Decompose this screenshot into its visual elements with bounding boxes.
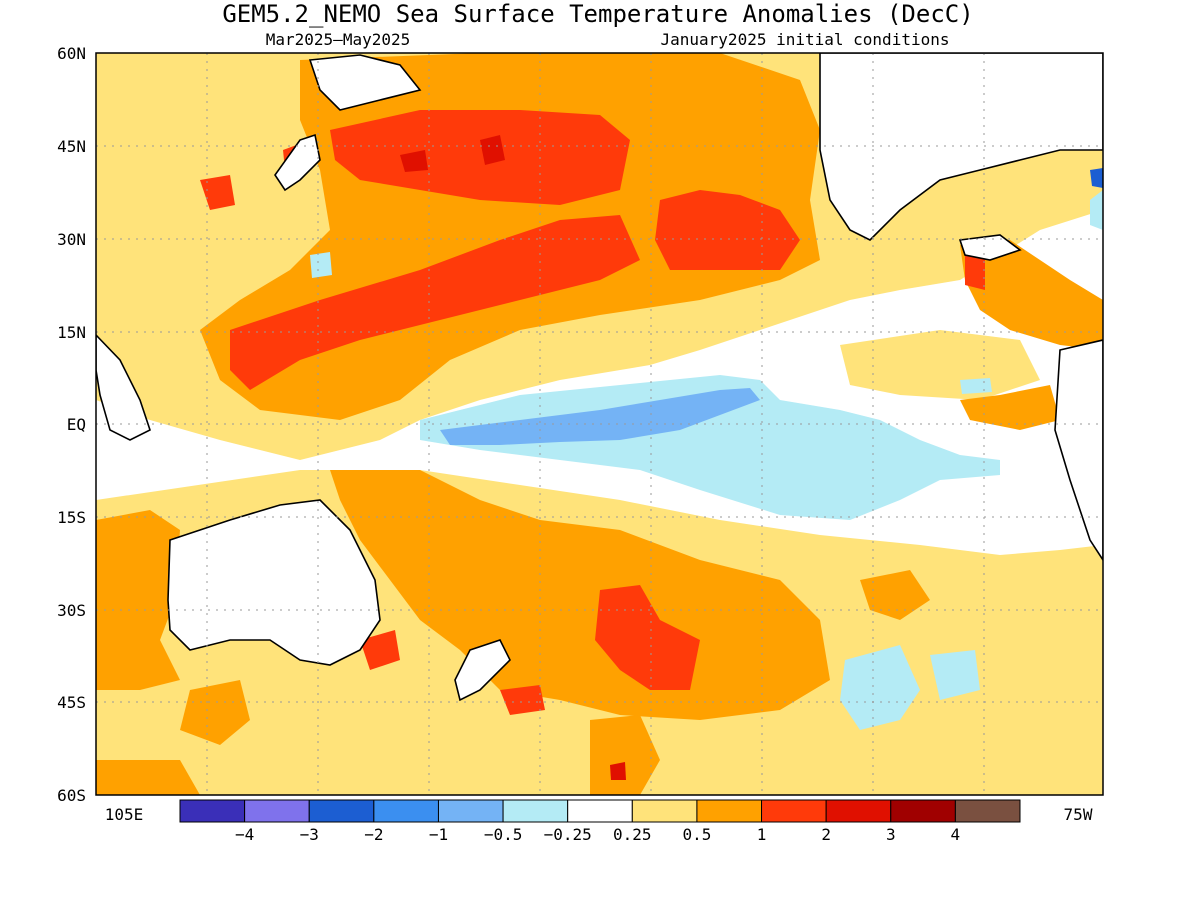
colorbar-label: −0.5: [484, 825, 523, 844]
colorbar-swatch: [179, 799, 246, 823]
lon-label-right: 75W: [1064, 805, 1093, 824]
anomaly-minus-2-to-minus-1: [1090, 168, 1103, 188]
lat-label: 30S: [57, 601, 86, 620]
initial-conditions-subtitle: January2025 initial conditions: [661, 30, 950, 49]
lon-label-left: 105E: [105, 805, 144, 824]
colorbar: −4 −3 −2 −1 −0.5 −0.25 0.25 0.5 1 2 3 4: [179, 799, 1021, 844]
lat-label: 15S: [57, 508, 86, 527]
lat-label: 45N: [57, 137, 86, 156]
lat-label: 60N: [57, 44, 86, 63]
colorbar-label: 2: [821, 825, 831, 844]
anomaly-minus-0.5-to-minus-0.25: [310, 190, 1103, 730]
lat-label: 15N: [57, 323, 86, 342]
colorbar-swatch: [631, 799, 698, 823]
colorbar-swatch: [825, 799, 892, 823]
colorbar-swatch: [761, 799, 827, 823]
colorbar-label: 4: [951, 825, 961, 844]
anomaly-1-to-2: [200, 110, 985, 715]
lat-label: 60S: [57, 786, 86, 805]
plot-frame: [95, 52, 1104, 796]
colorbar-swatch: [244, 799, 310, 823]
colorbar-label: 3: [886, 825, 896, 844]
season-subtitle: Mar2025–May2025: [266, 30, 411, 49]
anomaly-field: [96, 53, 1103, 795]
colorbar-swatch: [567, 799, 633, 823]
colorbar-label: 0.5: [682, 825, 711, 844]
colorbar-label: −3: [300, 825, 319, 844]
lat-label: 30N: [57, 230, 86, 249]
colorbar-swatch: [502, 799, 569, 823]
colorbar-label: −2: [364, 825, 383, 844]
anomaly-minus-1-to-minus-0.5: [440, 388, 760, 445]
colorbar-swatch: [308, 799, 375, 823]
colorbar-swatch: [373, 799, 439, 823]
colorbar-label: −0.25: [544, 825, 592, 844]
colorbar-swatch: [696, 799, 763, 823]
anomaly-2-to-3: [400, 135, 626, 780]
map-title: GEM5.2_NEMO Sea Surface Temperature Anom…: [222, 0, 973, 28]
latitude-axis: 60N 45N 30N 15N EQ 15S 30S 45S 60S: [57, 44, 86, 805]
colorbar-label: −4: [235, 825, 254, 844]
colorbar-label: −1: [429, 825, 448, 844]
colorbar-swatch: [954, 799, 1021, 823]
colorbar-swatch: [890, 799, 956, 823]
colorbar-swatch: [437, 799, 504, 823]
colorbar-label: 1: [757, 825, 767, 844]
colorbar-label: 0.25: [613, 825, 652, 844]
lat-label: 45S: [57, 693, 86, 712]
lat-label: EQ: [67, 415, 86, 434]
